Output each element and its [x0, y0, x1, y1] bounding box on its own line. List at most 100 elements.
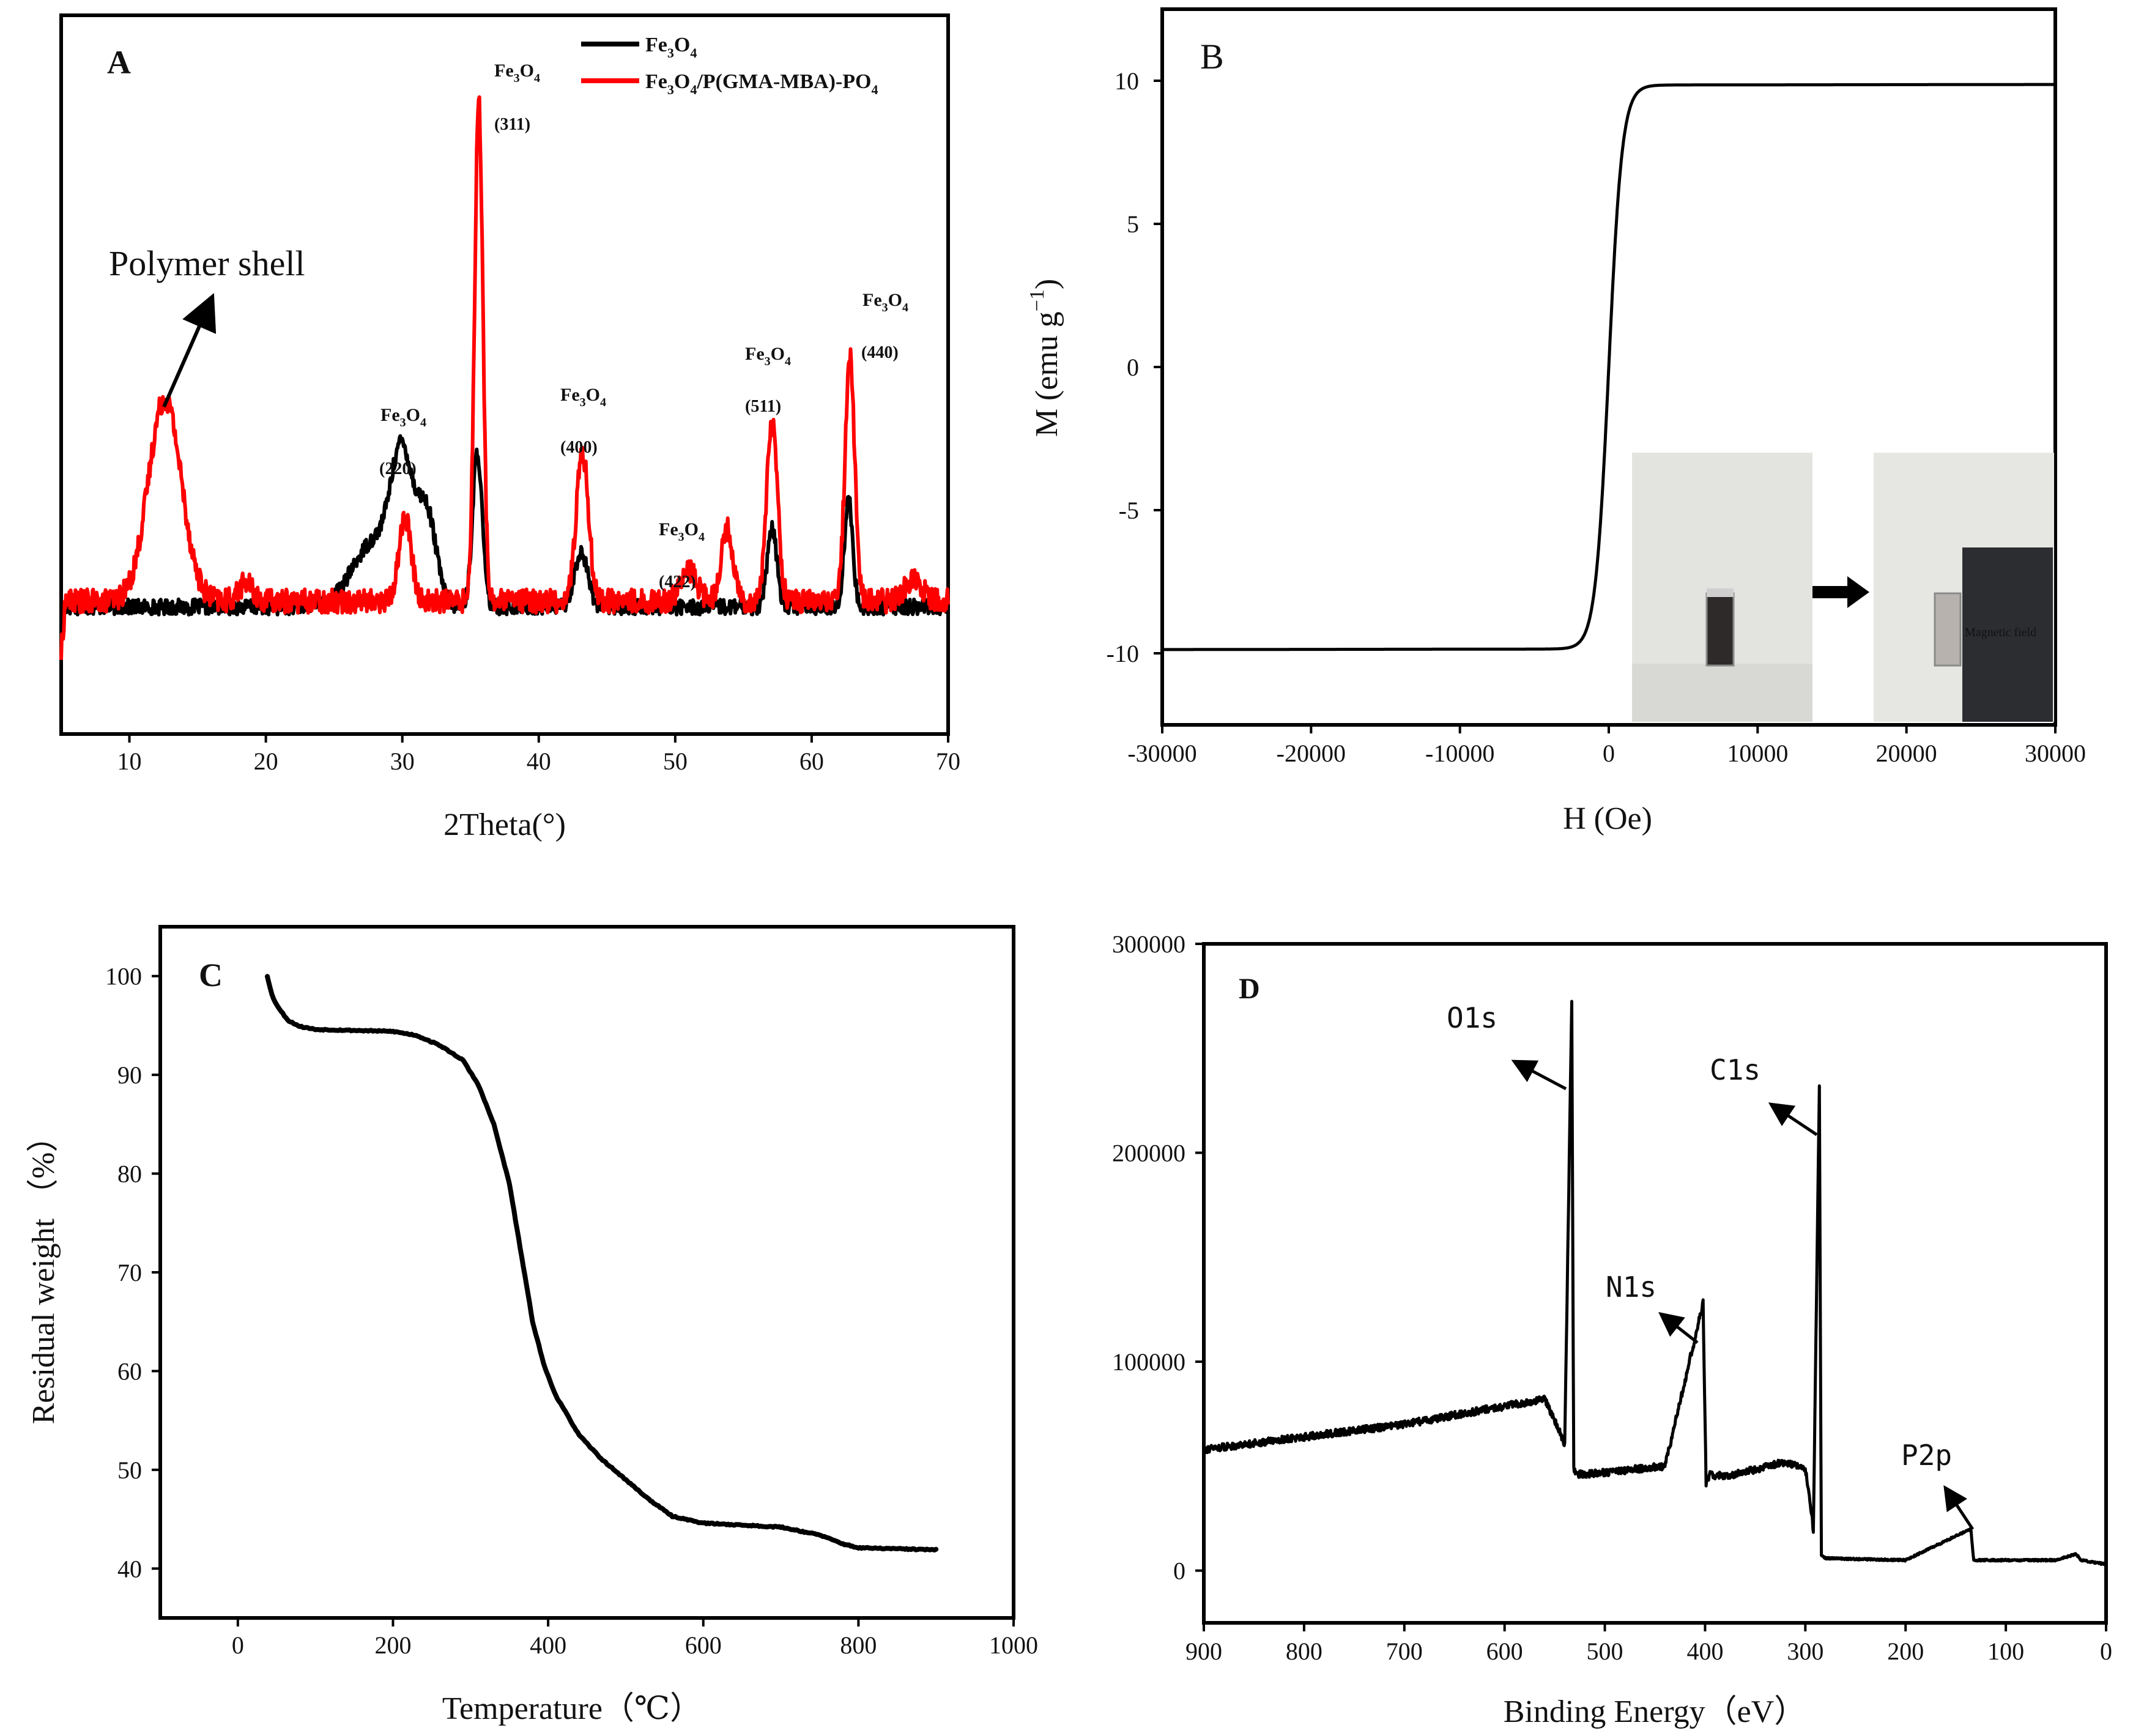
x-tick-label: 0: [2100, 1638, 2112, 1665]
panel-c-xticks: 0 200 400 600 800 1000: [232, 1618, 1038, 1659]
annotation-polymer-arrow: [162, 293, 217, 408]
annotation-c1s-arrow: [1768, 1102, 1818, 1137]
inset-photo-before-ledge: [1632, 664, 1812, 722]
panel-a-xlabel: 2Theta(°): [443, 807, 566, 842]
x-tick-label: -30000: [1127, 740, 1196, 767]
panel-b-xlabel: H (Oe): [1563, 801, 1652, 836]
x-tick-label: 600: [685, 1631, 722, 1659]
panel-c-frame: [158, 925, 1015, 1620]
panel-a: A 10 20 30 40 50 60 70 Fe3O4 Fe3O4/P(GMA-MBA)-…: [59, 13, 960, 842]
panel-c-xlabel: Temperature（℃）: [442, 1691, 702, 1726]
inset-vial-before-cap: [1707, 588, 1734, 597]
y-tick-label: 50: [117, 1456, 142, 1484]
y-tick-label: 0: [1173, 1557, 1185, 1585]
panel-b-xticks: -30000 -20000 -10000 0 10000 20000 30000: [1127, 725, 2086, 767]
x-tick-label: 900: [1185, 1638, 1222, 1665]
panel-a-series: [59, 95, 950, 660]
x-tick-label: 400: [1686, 1638, 1723, 1665]
peak-label-511: Fe3O4 (511): [745, 344, 791, 416]
x-tick-label: 30: [390, 747, 415, 775]
annotation-p2p: P2p: [1901, 1439, 1952, 1472]
x-tick-label: 50: [663, 747, 688, 775]
y-tick-label: 80: [117, 1160, 142, 1188]
y-tick-label: 0: [1127, 354, 1139, 381]
peak-label-400-hkl: (400): [560, 438, 598, 457]
panel-d-label: D: [1239, 973, 1260, 1005]
y-tick-label: 200000: [1112, 1140, 1185, 1167]
x-tick-label: 800: [840, 1631, 877, 1659]
x-tick-label: 10: [117, 747, 142, 775]
x-tick-label: 40: [527, 747, 551, 775]
y-tick-label: -5: [1119, 497, 1139, 524]
peak-label-440-hkl: (440): [861, 343, 899, 362]
panel-b-series: [1162, 83, 2055, 651]
series-line-fe3o4: [59, 434, 950, 617]
peak-label-422-formula: Fe3O4: [659, 519, 705, 544]
annotation-o1s-arrow: [1511, 1059, 1567, 1091]
x-tick-label: 60: [799, 747, 824, 775]
legend-label-fe3o4: Fe3O4: [645, 34, 697, 61]
peak-label-440: Fe3O4 (440): [861, 290, 908, 362]
x-tick-label: -20000: [1277, 740, 1346, 767]
inset-magnetic-field-label: Magnetic field: [1965, 626, 2036, 639]
panel-b-label: B: [1200, 37, 1224, 76]
panel-d: D 900 800 700 600 500 400 300 200 100 0 300000 200…: [1112, 930, 2112, 1729]
panel-b-yticks: 10 5 0 -5 -10: [1107, 67, 1162, 667]
inset-magnet: [1962, 547, 2053, 722]
x-tick-label: 0: [1603, 740, 1615, 767]
panel-b: B -30000 -20000 -10000 0 10000 20000 30000 10 5…: [1026, 7, 2086, 836]
panel-b-inset: → Magnetic field: [1632, 453, 2054, 722]
peak-label-311: Fe3O4 (311): [494, 61, 540, 134]
x-tick-label: -10000: [1425, 740, 1494, 767]
panel-a-label: A: [107, 44, 131, 81]
peak-label-511-hkl: (511): [745, 397, 781, 416]
peak-label-220: Fe3O4 (220): [379, 405, 426, 478]
panel-d-xlabel: Binding Energy（eV）: [1504, 1694, 1806, 1729]
peak-label-311-hkl: (311): [494, 115, 530, 134]
peak-label-422-hkl: (422): [659, 573, 696, 592]
panel-d-xticks: 900 800 700 600 500 400 300 200 100 0: [1185, 1623, 2112, 1665]
annotation-n1s-arrow: [1658, 1311, 1699, 1344]
x-tick-label: 200: [374, 1631, 411, 1659]
peak-label-220-formula: Fe3O4: [380, 405, 426, 429]
x-tick-label: 600: [1486, 1638, 1523, 1665]
annotation-c1s: C1s: [1710, 1053, 1760, 1086]
annotation-p2p-arrow: [1943, 1485, 1975, 1530]
x-tick-label: 500: [1587, 1638, 1623, 1665]
peak-label-422: Fe3O4 (422): [659, 519, 705, 592]
panel-d-yticks: 300000 200000 100000 0: [1112, 930, 1204, 1585]
series-line-mh: [1162, 83, 2055, 651]
peak-label-400: Fe3O4 (400): [560, 385, 606, 457]
panel-c-ylabel: Residual weight （%）: [26, 1121, 61, 1425]
x-tick-label: 30000: [2025, 740, 2086, 767]
y-tick-label: 70: [117, 1259, 142, 1286]
panel-c-series: [265, 974, 939, 1552]
annotation-n1s: N1s: [1606, 1270, 1656, 1304]
x-tick-label: 700: [1386, 1638, 1423, 1665]
y-tick-label: 100: [105, 963, 142, 990]
panel-b-ylabel: M (emu g−1): [1026, 279, 1064, 437]
x-tick-label: 20000: [1876, 740, 1937, 767]
x-tick-label: 800: [1286, 1638, 1322, 1665]
inset-arrow-shape: [1812, 576, 1869, 608]
panel-d-frame: [1202, 942, 2108, 1625]
x-tick-label: 70: [936, 747, 960, 775]
y-tick-label: -10: [1107, 640, 1139, 667]
panel-c: C 0 200 400 600 800 1000 100 90 80 70 60 50 40 Resi…: [26, 925, 1038, 1726]
y-tick-label: 90: [117, 1061, 142, 1089]
x-tick-label: 100: [1987, 1638, 2024, 1665]
x-tick-label: 400: [530, 1631, 566, 1659]
x-tick-label: 10000: [1727, 740, 1788, 767]
y-tick-label: 100000: [1112, 1348, 1185, 1376]
y-tick-label: 300000: [1112, 930, 1185, 958]
x-tick-label: 1000: [989, 1631, 1038, 1659]
panel-c-yticks: 100 90 80 70 60 50 40: [105, 963, 160, 1582]
y-tick-label: 10: [1115, 67, 1139, 95]
peak-label-511-formula: Fe3O4: [745, 344, 791, 368]
peak-label-440-formula: Fe3O4: [862, 290, 908, 314]
y-tick-label: 60: [117, 1357, 142, 1385]
series-line-composite: [59, 95, 950, 660]
panel-a-legend: Fe3O4 Fe3O4/P(GMA-MBA)-PO4: [581, 34, 878, 97]
peak-label-220-hkl: (220): [379, 459, 417, 478]
